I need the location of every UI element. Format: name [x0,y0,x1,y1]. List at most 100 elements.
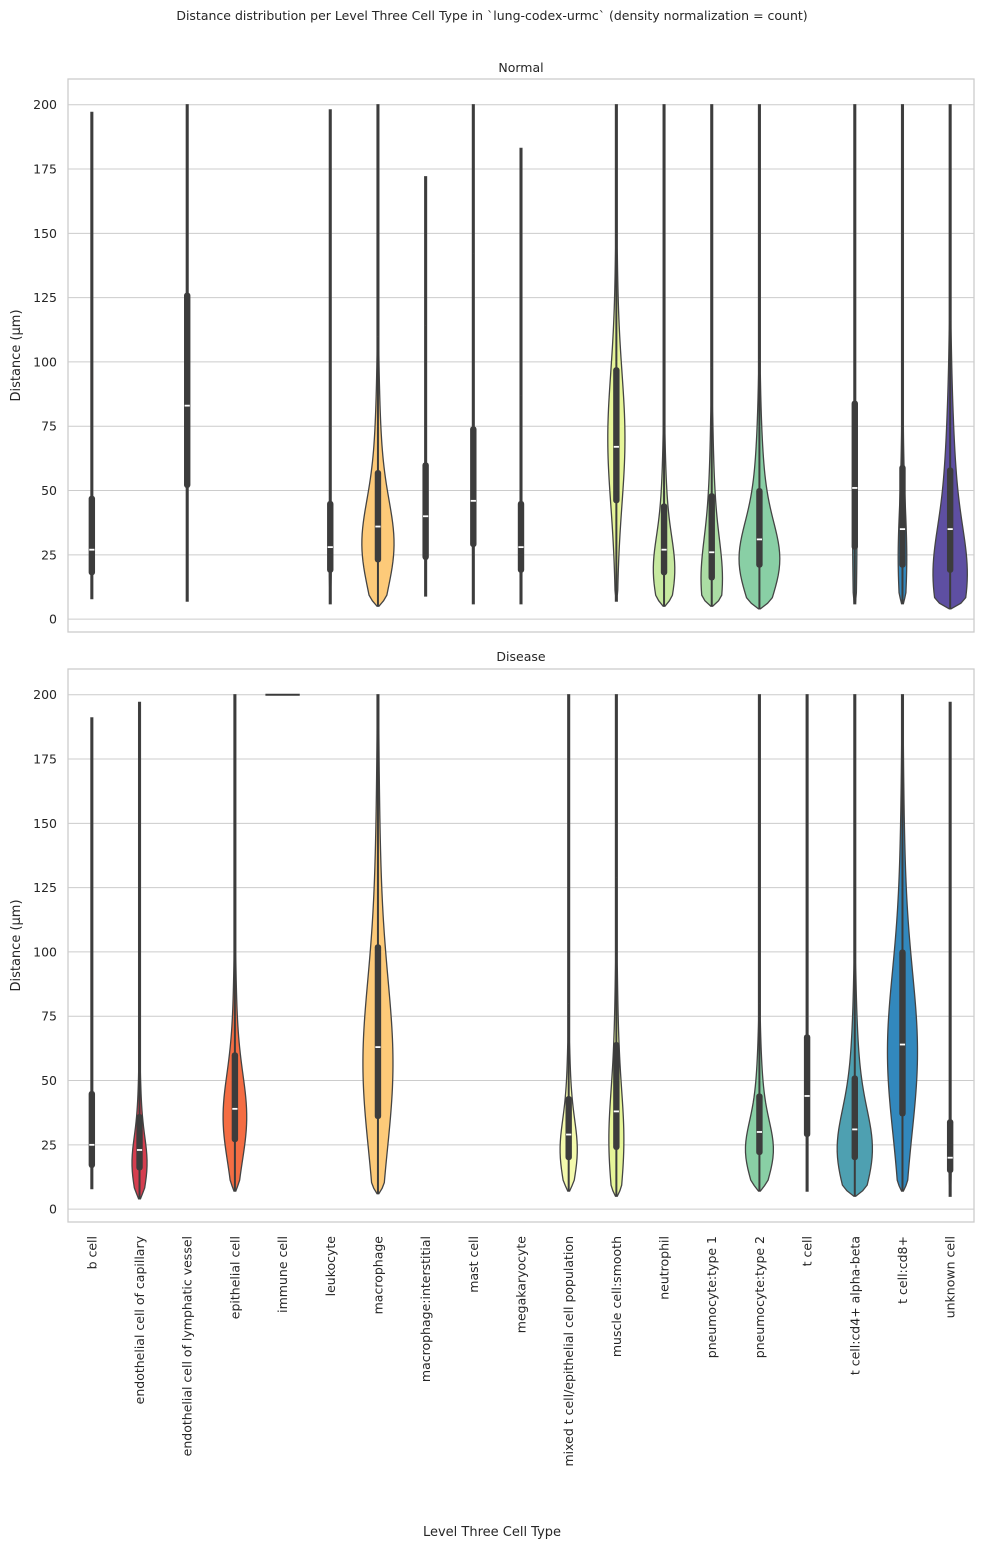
violin-t-cell [803,694,811,1192]
x-tick-label: mixed t cell/epithelial cell population [561,1236,576,1467]
violin-pneumocyte-type-2 [738,104,781,610]
x-axis-label: Level Three Cell Type [423,1525,561,1540]
y-tick-label: 50 [41,483,57,498]
y-tick-label: 175 [33,752,57,767]
y-tick-label: 25 [41,1137,57,1152]
x-tick-label: unknown cell [943,1236,958,1318]
y-tick-label: 100 [33,944,57,959]
y-tick-label: 125 [33,290,57,305]
violin-iqr-box [374,944,382,1120]
panels: 0 25 50 75 100 125 150 175 200 Normal Distance (µm… [9,60,975,1223]
violin-mixed-t-cell-epithelial-cell-population [559,694,578,1192]
y-tick-label: 100 [33,354,57,369]
panel-title: Disease [496,649,545,664]
violin-iqr-box [708,493,715,581]
y-tick-label: 200 [33,97,57,112]
violin-iqr-box [851,1075,858,1161]
x-tick-label: neutrophil [657,1236,672,1300]
violin-iqr-box [374,469,382,563]
violin-iqr-box [231,1052,239,1143]
y-axis-label: Distance (µm) [9,899,24,991]
y-tick-label: 150 [33,816,57,831]
x-tick-label: macrophage [370,1236,385,1315]
violin-iqr-box [660,503,668,576]
violin-t-cell-cd4-alpha-beta [836,694,874,1197]
panel-0: 0 25 50 75 100 125 150 175 200 Normal Distance (µm… [9,60,975,633]
y-tick-label: 0 [49,1202,57,1217]
violin-iqr-box [613,367,620,504]
violin-neutrophil [652,104,676,607]
violin-unknown-cell [946,701,954,1197]
violin-iqr-box [803,1034,811,1138]
violin-iqr-box [756,487,763,568]
violin-iqr-box [756,1093,763,1156]
panel-1: 0 25 50 75 100 125 150 175 200 Disease Distance (µ… [9,649,975,1223]
y-tick-label: 0 [49,612,57,627]
violin-iqr-box [327,500,334,573]
x-tick-label: mast cell [466,1236,481,1293]
panel-title: Normal [498,60,543,75]
x-tick-label: t cell [800,1236,815,1266]
violin-epithelial-cell [222,694,248,1192]
x-tick-label: endothelial cell of capillary [132,1235,147,1404]
violin-pneumocyte-type-2 [744,694,775,1192]
y-tick-label: 25 [41,547,57,562]
x-tick-label: endothelial cell of lymphatic vessel [180,1236,195,1456]
violin-iqr-box [565,1095,572,1161]
violin-unknown-cell [932,104,968,610]
violin-iqr-box [88,495,96,576]
x-tick-label: epithelial cell [227,1236,242,1319]
figure-title: Distance distribution per Level Three Ce… [176,8,807,23]
violin-leukocyte [327,109,334,605]
violin-iqr-box [517,500,525,573]
panel-frame [67,668,975,1223]
x-tick-label: leukocyte [323,1236,338,1297]
x-tick-label: b cell [84,1236,99,1269]
x-tick-label: t cell:cd4+ alpha-beta [847,1236,862,1375]
x-tick-label: muscle cell:smooth [609,1236,624,1357]
violin-pneumocyte-type-1 [700,104,724,607]
x-tick-labels: b cell endothelial cell of capillary endot… [84,1235,957,1466]
violin-iqr-box [946,467,954,573]
y-axis-label: Distance (µm) [9,309,24,401]
violin-t-cell-cd4-alpha-beta [851,104,858,605]
violin-macrophage [362,694,394,1195]
y-tick-label: 75 [41,1009,57,1024]
violin-muscle-cell-smooth [608,694,625,1197]
y-tick-label: 175 [33,162,57,177]
violin-iqr-box [899,949,906,1117]
y-tick-label: 200 [33,687,57,702]
violin-muscle-cell-smooth [607,104,626,602]
violin-iqr-box [184,292,191,488]
violin-endothelial-cell-of-capillary [131,701,148,1200]
violin-macrophage [361,104,395,607]
y-tick-label: 150 [33,226,57,241]
x-tick-label: megakaryocyte [514,1236,529,1333]
x-tick-label: macrophage:interstitial [418,1236,433,1382]
y-tick-label: 75 [41,419,57,434]
violin-megakaryocyte [517,147,525,605]
violin-endothelial-cell-of-lymphatic-vessel [184,104,191,602]
violin-b-cell [88,111,96,600]
violin-iqr-box [613,1041,620,1150]
x-tick-label: pneumocyte:type 1 [704,1236,719,1358]
x-tick-label: pneumocyte:type 2 [752,1236,767,1358]
violin-t-cell-cd8- [897,104,908,605]
panel-frame [67,78,975,633]
violin-iqr-box [88,1090,96,1168]
violin-iqr-box [851,400,858,550]
violin-mast-cell [470,104,477,605]
violin-iqr-box [470,426,477,548]
violin-iqr-box [136,1113,143,1171]
y-tick-label: 125 [33,880,57,895]
violin-b-cell [88,717,96,1190]
x-tick-label: immune cell [275,1236,290,1313]
violin-iqr-box [422,462,429,560]
y-tick-label: 50 [41,1073,57,1088]
violin-iqr-box [899,464,906,568]
violin-t-cell-cd8- [886,694,919,1192]
violin-macrophage-interstitial [422,176,429,597]
x-tick-label: t cell:cd8+ [895,1236,910,1304]
violin-iqr-box [946,1119,954,1174]
